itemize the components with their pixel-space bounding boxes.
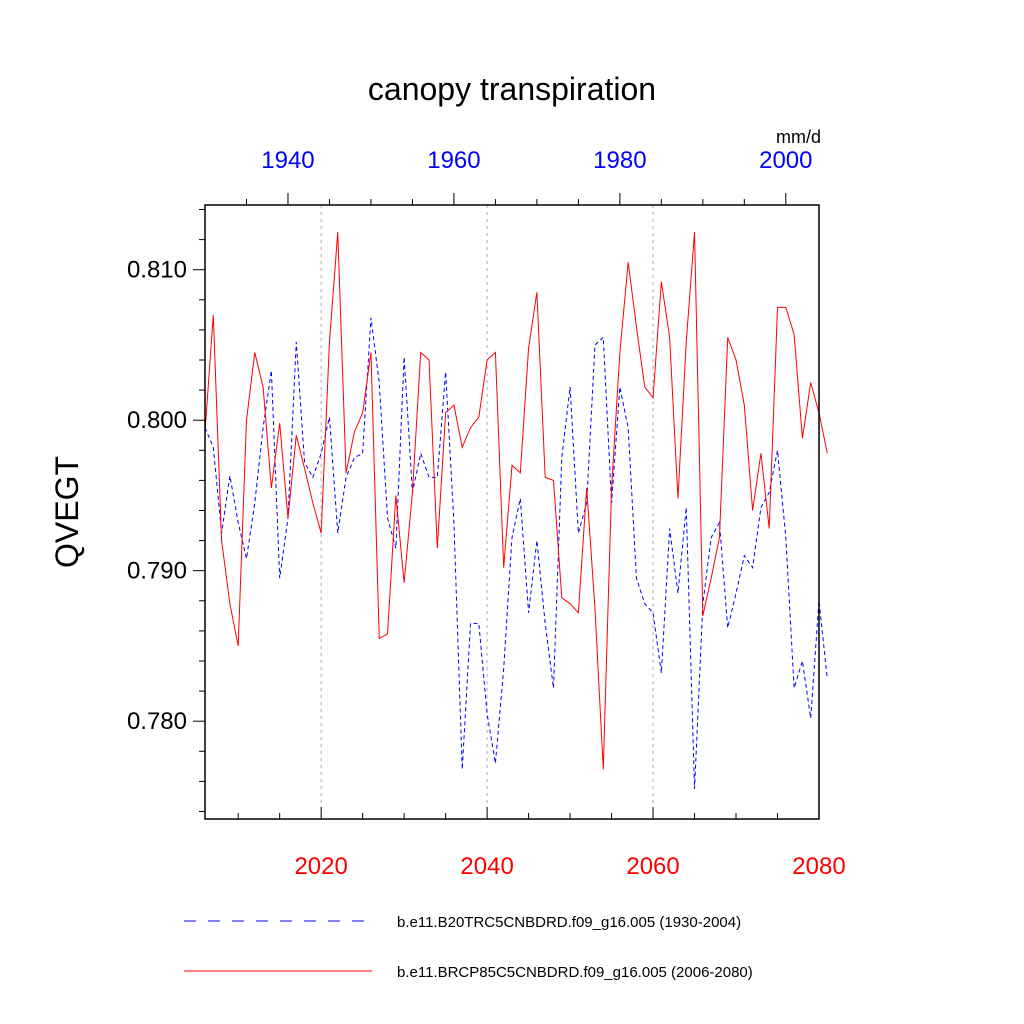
bottom-x-axis-ticks: 2020 2040 2060 2080 — [237, 807, 846, 880]
x-bottom-tick-label: 2020 — [294, 853, 347, 880]
x-bottom-tick-label: 2060 — [626, 853, 679, 880]
x-bottom-tick-label: 2080 — [792, 853, 845, 880]
series-line-1 — [204, 317, 828, 789]
x-top-tick-label: 1960 — [427, 147, 480, 174]
chart-title: canopy transpiration — [368, 71, 656, 107]
legend: b.e11.B20TRC5CNBDRD.f09_g16.005 (1930-20… — [184, 914, 753, 981]
plot-frame — [204, 204, 820, 820]
x-top-tick-label: 2000 — [759, 147, 812, 174]
x-top-tick-label: 1980 — [593, 147, 646, 174]
top-x-axis-ticks: 1940 1960 1980 2000 — [245, 147, 813, 205]
x-bottom-tick-label: 2040 — [460, 853, 513, 880]
y-tick-label: 0.780 — [127, 708, 187, 735]
units-label: mm/d — [776, 127, 821, 147]
y-axis-label: QVEGT — [49, 456, 85, 568]
x-top-tick-label: 1940 — [261, 147, 314, 174]
series-line-2 — [204, 232, 828, 770]
y-tick-label: 0.800 — [127, 407, 187, 434]
y-tick-label: 0.790 — [127, 558, 187, 585]
y-tick-label: 0.810 — [127, 257, 187, 284]
vertical-gridlines — [320, 205, 654, 819]
legend-label-series-1: b.e11.B20TRC5CNBDRD.f09_g16.005 (1930-20… — [397, 914, 741, 931]
legend-label-series-2: b.e11.BRCP85C5CNBDRD.f09_g16.005 (2006-2… — [397, 964, 753, 981]
y-axis-ticks: 0.780 0.790 0.800 0.810 — [127, 209, 205, 812]
series-layer — [204, 232, 828, 789]
